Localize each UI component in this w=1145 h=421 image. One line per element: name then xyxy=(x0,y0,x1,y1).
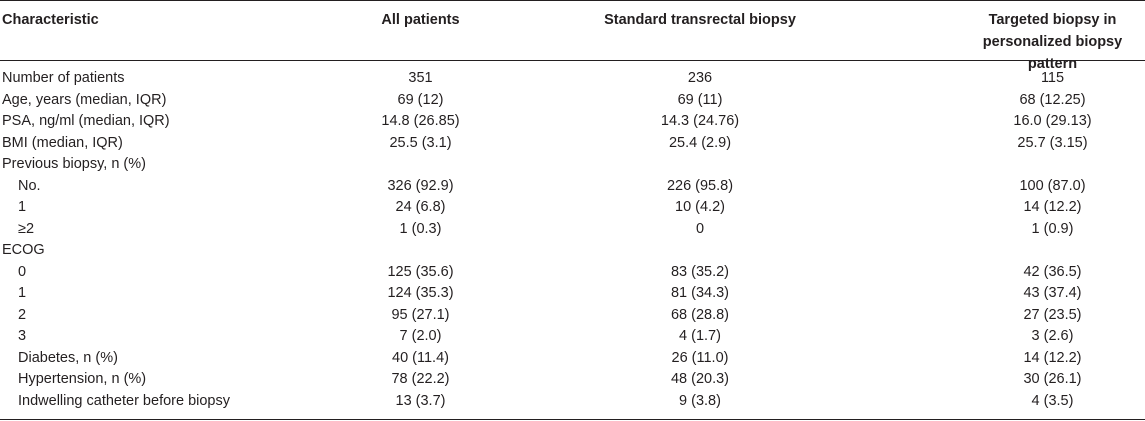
table-header-rule xyxy=(0,60,1145,61)
table-row: ≥2 1 (0.3) 0 1 (0.9) xyxy=(0,219,1145,241)
cell-standard: 226 (95.8) xyxy=(666,177,734,194)
cell-targeted: 14 (12.2) xyxy=(1023,349,1082,366)
table-header: Characteristic All patients Standard tra… xyxy=(0,0,1145,72)
row-label: PSA, ng/ml (median, IQR) xyxy=(2,113,170,129)
header-targeted-biopsy: Targeted biopsy in personalized biopsy p… xyxy=(960,9,1145,75)
cell-targeted: 42 (36.5) xyxy=(1023,263,1082,280)
cell-targeted: 100 (87.0) xyxy=(1019,177,1086,194)
table-row: 2 95 (27.1) 68 (28.8) 27 (23.5) xyxy=(0,305,1145,327)
row-label: 1 xyxy=(18,199,27,215)
cell-standard: 26 (11.0) xyxy=(671,349,729,366)
cell-all: 78 (22.2) xyxy=(391,371,450,387)
row-label: 3 xyxy=(18,328,27,344)
cell-all: 124 (35.3) xyxy=(387,285,454,301)
table-row: Hypertension, n (%) 78 (22.2) 48 (20.3) … xyxy=(0,369,1145,391)
table-row: Indwelling catheter before biopsy 13 (3.… xyxy=(0,391,1145,413)
table-row: Diabetes, n (%) 40 (11.4) 26 (11.0) 14 (… xyxy=(0,348,1145,370)
cell-all: 25.5 (3.1) xyxy=(389,134,452,151)
cell-all: 13 (3.7) xyxy=(395,392,446,409)
header-standard-biopsy: Standard transrectal biopsy xyxy=(604,12,796,28)
cell-standard: 14.3 (24.76) xyxy=(660,113,740,129)
cell-targeted: 68 (12.25) xyxy=(1019,91,1086,108)
cell-standard: 25.4 (2.9) xyxy=(668,134,732,151)
header-all-patients: All patients xyxy=(381,12,460,28)
cell-standard: 48 (20.3) xyxy=(670,371,730,387)
table-row: 1 124 (35.3) 81 (34.3) 43 (37.4) xyxy=(0,283,1145,305)
cell-targeted: 16.0 (29.13) xyxy=(1013,113,1092,129)
table-row: Previous biopsy, n (%) xyxy=(0,154,1145,176)
cell-all: 69 (12) xyxy=(397,91,444,108)
cell-standard: 10 (4.2) xyxy=(675,199,725,215)
table-body: Number of patients 351 236 115 Age, year… xyxy=(0,68,1145,412)
row-label: No. xyxy=(18,177,41,194)
table-row: Number of patients 351 236 115 xyxy=(0,68,1145,90)
table-row: ECOG xyxy=(0,240,1145,262)
cell-all: 14.8 (26.85) xyxy=(381,113,460,129)
cell-all: 24 (6.8) xyxy=(395,199,446,215)
cell-targeted: 30 (26.1) xyxy=(1023,371,1082,387)
row-label: Hypertension, n (%) xyxy=(18,371,147,387)
cell-targeted: 4 (3.5) xyxy=(1031,392,1074,409)
row-label: Indwelling catheter before biopsy xyxy=(18,392,230,409)
row-label: 1 xyxy=(18,285,27,301)
cell-standard: 83 (35.2) xyxy=(670,263,730,280)
cell-all: 125 (35.6) xyxy=(387,263,454,280)
cell-all: 326 (92.9) xyxy=(387,177,454,194)
cell-standard: 81 (34.3) xyxy=(670,285,730,301)
row-label: ECOG xyxy=(2,242,45,258)
row-label: Number of patients xyxy=(2,70,125,86)
table-row: Age, years (median, IQR) 69 (12) 69 (11)… xyxy=(0,90,1145,112)
row-label: ≥2 xyxy=(18,220,35,237)
cell-standard: 69 (11) xyxy=(677,91,723,108)
row-label: Diabetes, n (%) xyxy=(18,349,118,366)
cell-standard: 68 (28.8) xyxy=(670,306,730,323)
table-row: PSA, ng/ml (median, IQR) 14.8 (26.85) 14… xyxy=(0,111,1145,133)
table-bottom-rule xyxy=(0,419,1145,420)
row-label: 0 xyxy=(18,263,27,280)
cell-targeted: 115 xyxy=(1040,70,1065,86)
header-characteristic: Characteristic xyxy=(2,12,99,28)
cell-targeted: 25.7 (3.15) xyxy=(1017,134,1088,151)
row-label: Previous biopsy, n (%) xyxy=(2,156,146,172)
table-row: 0 125 (35.6) 83 (35.2) 42 (36.5) xyxy=(0,262,1145,284)
cell-targeted: 3 (2.6) xyxy=(1031,328,1074,344)
cell-standard: 0 xyxy=(695,220,705,237)
table-row: 1 24 (6.8) 10 (4.2) 14 (12.2) xyxy=(0,197,1145,219)
cell-standard: 236 xyxy=(687,70,713,86)
cell-all: 95 (27.1) xyxy=(391,306,450,323)
table-row: BMI (median, IQR) 25.5 (3.1) 25.4 (2.9) … xyxy=(0,133,1145,155)
cell-targeted: 43 (37.4) xyxy=(1023,285,1082,301)
cell-all: 7 (2.0) xyxy=(399,328,442,344)
cell-standard: 9 (3.8) xyxy=(679,392,721,409)
cell-standard: 4 (1.7) xyxy=(679,328,721,344)
cell-all: 40 (11.4) xyxy=(392,349,449,366)
cell-all: 1 (0.3) xyxy=(399,220,442,237)
cell-targeted: 14 (12.2) xyxy=(1023,199,1082,215)
table-top-rule xyxy=(0,0,1145,1)
cell-all: 351 xyxy=(408,70,433,86)
header-targeted-line1: Targeted biopsy in xyxy=(988,12,1117,28)
row-label: Age, years (median, IQR) xyxy=(2,91,167,108)
table-row: 3 7 (2.0) 4 (1.7) 3 (2.6) xyxy=(0,326,1145,348)
cell-targeted: 27 (23.5) xyxy=(1023,306,1082,323)
row-label: BMI (median, IQR) xyxy=(2,134,123,151)
cell-targeted: 1 (0.9) xyxy=(1031,220,1074,237)
table-row: No. 326 (92.9) 226 (95.8) 100 (87.0) xyxy=(0,176,1145,198)
row-label: 2 xyxy=(18,306,27,323)
